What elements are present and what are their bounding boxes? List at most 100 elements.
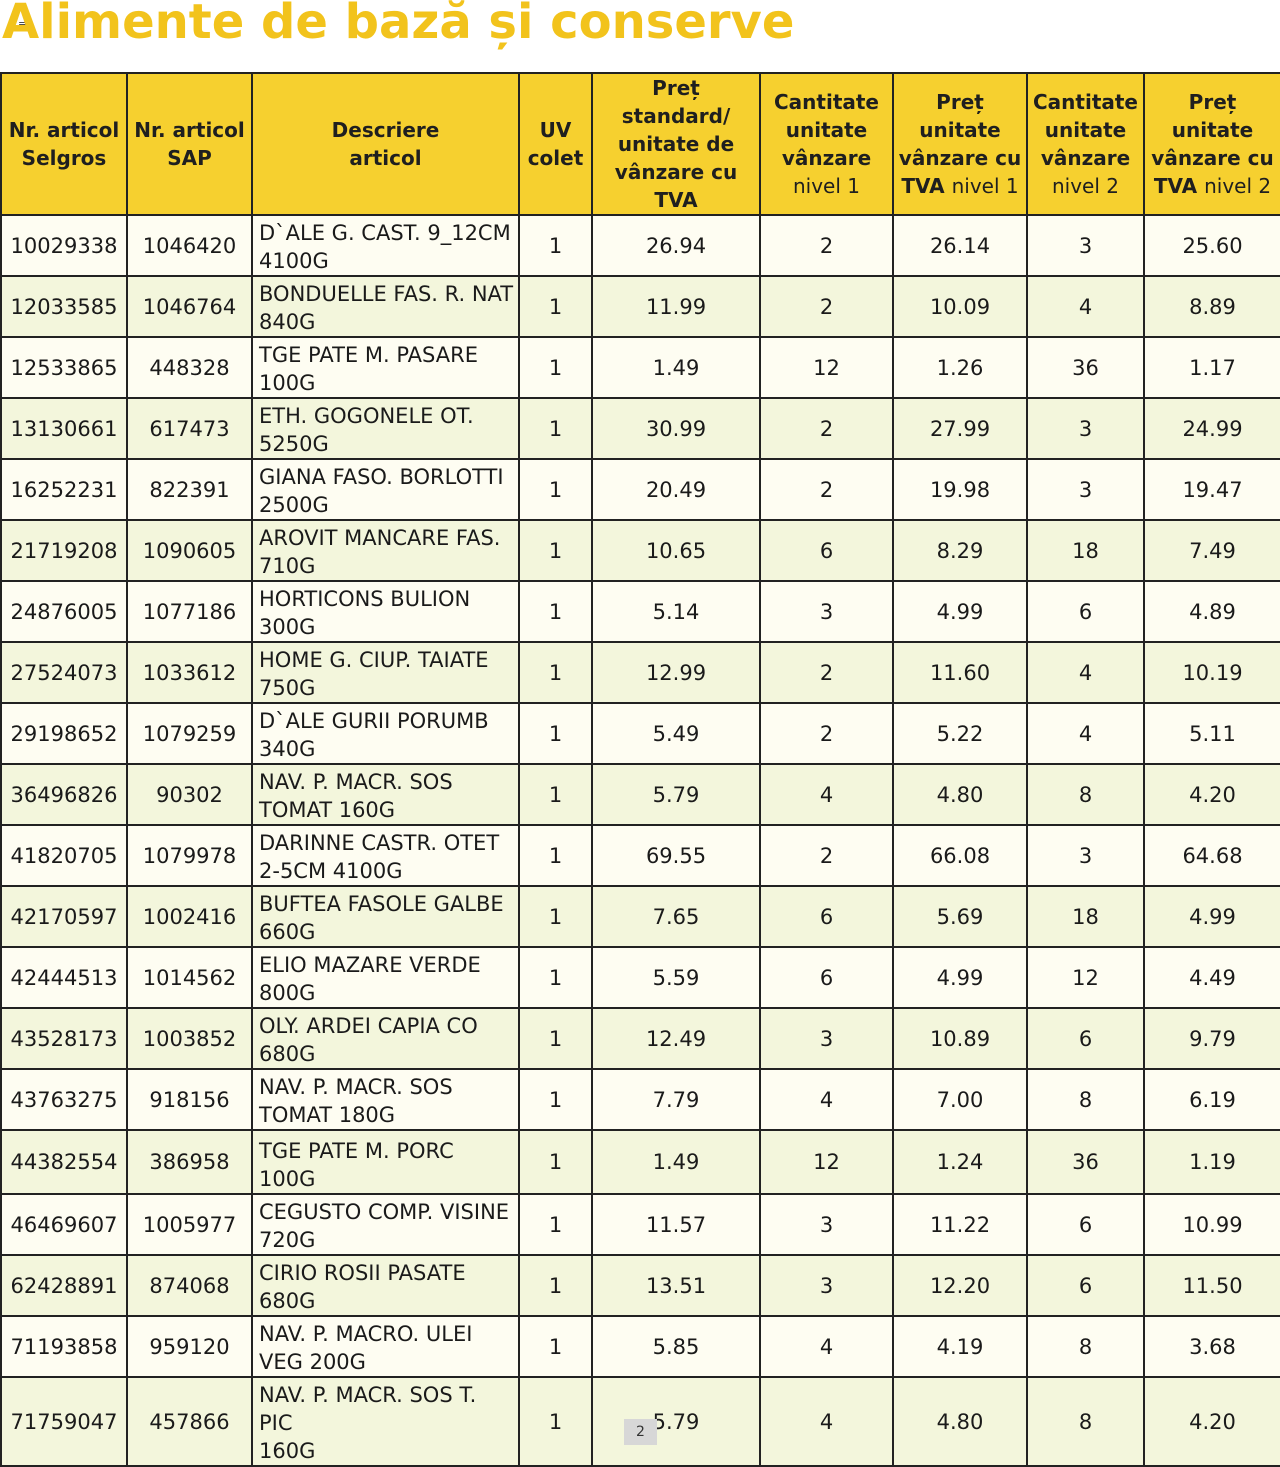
cell-nr-sap: 1003852 bbox=[126, 1007, 253, 1070]
cell-nr-sap: 1046764 bbox=[126, 275, 253, 338]
cell-desc: DARINNE CASTR. OTET 2-5CM 4100G bbox=[251, 824, 520, 887]
desc-line-1: BONDUELLE FAS. R. NAT bbox=[259, 282, 514, 306]
desc-line-1: D`ALE G. CAST. 9_12CM bbox=[259, 221, 511, 245]
desc-line-1: NAV. P. MACRO. ULEI bbox=[259, 1322, 473, 1346]
cell-desc: ETH. GOGONELE OT. 5250G bbox=[251, 397, 520, 460]
cell-pret-1: 11.22 bbox=[892, 1193, 1028, 1256]
cell-nr-selgros: 13130661 bbox=[0, 397, 128, 460]
cell-cantitate-2: 6 bbox=[1026, 1254, 1145, 1317]
cell-desc: TGE PATE M. PORC 100G bbox=[251, 1129, 520, 1195]
cell-pret-1: 1.24 bbox=[892, 1129, 1028, 1195]
cell-pret-1: 5.69 bbox=[892, 885, 1028, 948]
desc-line-1: TGE PATE M. PASARE bbox=[259, 343, 478, 367]
cell-cantitate-2: 3 bbox=[1026, 397, 1145, 460]
cell-nr-selgros: 62428891 bbox=[0, 1254, 128, 1317]
cell-uv: 1 bbox=[518, 1129, 593, 1195]
cell-nr-selgros: 12033585 bbox=[0, 275, 128, 338]
cell-pret-1: 27.99 bbox=[892, 397, 1028, 460]
cell-desc: OLY. ARDEI CAPIA CO 680G bbox=[251, 1007, 520, 1070]
table-row: 41820705 1079978 DARINNE CASTR. OTET 2-5CM … bbox=[0, 824, 1280, 887]
cell-cantitate-2: 3 bbox=[1026, 458, 1145, 521]
desc-line-1: HOME G. CIUP. TAIATE bbox=[259, 648, 489, 672]
cell-pret-1: 10.09 bbox=[892, 275, 1028, 338]
cell-pret-2: 8.89 bbox=[1143, 275, 1280, 338]
cell-pret-1: 4.80 bbox=[892, 1376, 1028, 1467]
cell-nr-sap: 1077186 bbox=[126, 580, 253, 643]
desc-line-1: NAV. P. MACR. SOS bbox=[259, 770, 453, 794]
cell-pret-2: 1.17 bbox=[1143, 336, 1280, 399]
cell-cantitate-2: 18 bbox=[1026, 519, 1145, 582]
cell-nr-selgros: 10029338 bbox=[0, 214, 128, 277]
cell-cantitate-2: 4 bbox=[1026, 702, 1145, 765]
cell-uv: 1 bbox=[518, 214, 593, 277]
cell-cantitate-2: 8 bbox=[1026, 763, 1145, 826]
cell-pret-standard: 20.49 bbox=[591, 458, 761, 521]
cell-pret-1: 66.08 bbox=[892, 824, 1028, 887]
desc-line-1: AROVIT MANCARE FAS. bbox=[259, 526, 501, 550]
cell-pret-1: 7.00 bbox=[892, 1068, 1028, 1131]
cell-desc: TGE PATE M. PASARE 100G bbox=[251, 336, 520, 399]
cell-pret-standard: 10.65 bbox=[591, 519, 761, 582]
cell-nr-selgros: 71193858 bbox=[0, 1315, 128, 1378]
cell-nr-sap: 822391 bbox=[126, 458, 253, 521]
header-pret-nivel-2: Preț unitate vânzare cu TVA nivel 2 bbox=[1143, 72, 1280, 216]
cell-desc: CEGUSTO COMP. VISINE 720G bbox=[251, 1193, 520, 1256]
desc-line-1: ELIO MAZARE VERDE bbox=[259, 953, 481, 977]
page-number: 2 bbox=[624, 1419, 657, 1445]
desc-line-1: TGE PATE M. PORC 100G bbox=[259, 1139, 454, 1191]
cell-nr-sap: 386958 bbox=[126, 1129, 253, 1195]
cell-nr-sap: 1079259 bbox=[126, 702, 253, 765]
cell-nr-selgros: 71759047 bbox=[0, 1376, 128, 1467]
cell-nr-sap: 457866 bbox=[126, 1376, 253, 1467]
cell-pret-standard: 12.49 bbox=[591, 1007, 761, 1070]
desc-line-1: OLY. ARDEI CAPIA CO bbox=[259, 1014, 478, 1038]
desc-line-1: BUFTEA FASOLE GALBE bbox=[259, 892, 504, 916]
table-row: 62428891 874068 CIRIO ROSII PASATE 680G 1 13.… bbox=[0, 1254, 1280, 1317]
header-descriere-articol: Descriere articol bbox=[251, 72, 520, 216]
cell-nr-sap: 918156 bbox=[126, 1068, 253, 1131]
cell-pret-2: 9.79 bbox=[1143, 1007, 1280, 1070]
cell-pret-standard: 7.79 bbox=[591, 1068, 761, 1131]
cell-pret-1: 1.26 bbox=[892, 336, 1028, 399]
desc-line-2: TOMAT 180G bbox=[259, 1103, 396, 1127]
cell-pret-2: 4.99 bbox=[1143, 885, 1280, 948]
table-row: 12533865 448328 TGE PATE M. PASARE 100G 1 1.4… bbox=[0, 336, 1280, 399]
cell-pret-2: 4.20 bbox=[1143, 763, 1280, 826]
cell-pret-standard: 1.49 bbox=[591, 1129, 761, 1195]
cell-nr-selgros: 16252231 bbox=[0, 458, 128, 521]
desc-line-2: 5250G bbox=[259, 432, 329, 456]
cell-pret-1: 4.19 bbox=[892, 1315, 1028, 1378]
cell-pret-1: 19.98 bbox=[892, 458, 1028, 521]
cell-nr-selgros: 12533865 bbox=[0, 336, 128, 399]
desc-line-1: NAV. P. MACR. SOS bbox=[259, 1075, 453, 1099]
cell-pret-1: 10.89 bbox=[892, 1007, 1028, 1070]
cell-desc: HORTICONS BULION 300G bbox=[251, 580, 520, 643]
cell-desc: NAV. P. MACR. SOS T. PIC 160G bbox=[251, 1376, 520, 1467]
cell-pret-2: 4.20 bbox=[1143, 1376, 1280, 1467]
cell-pret-1: 4.99 bbox=[892, 946, 1028, 1009]
cell-pret-2: 64.68 bbox=[1143, 824, 1280, 887]
cell-nr-sap: 959120 bbox=[126, 1315, 253, 1378]
cell-pret-2: 4.49 bbox=[1143, 946, 1280, 1009]
cell-cantitate-1: 12 bbox=[759, 1129, 894, 1195]
table-row: 21719208 1090605 AROVIT MANCARE FAS. 710G 1 1… bbox=[0, 519, 1280, 582]
desc-line-1: NAV. P. MACR. SOS T. PIC bbox=[259, 1383, 477, 1435]
cell-uv: 1 bbox=[518, 458, 593, 521]
cell-cantitate-1: 3 bbox=[759, 1007, 894, 1070]
cell-pret-1: 8.29 bbox=[892, 519, 1028, 582]
cell-nr-selgros: 42444513 bbox=[0, 946, 128, 1009]
cell-pret-2: 25.60 bbox=[1143, 214, 1280, 277]
desc-line-1: ETH. GOGONELE OT. bbox=[259, 404, 474, 428]
cell-pret-2: 19.47 bbox=[1143, 458, 1280, 521]
desc-line-2: 2-5CM 4100G bbox=[259, 859, 403, 883]
cell-pret-standard: 11.57 bbox=[591, 1193, 761, 1256]
desc-line-2: 710G bbox=[259, 554, 316, 578]
cell-nr-sap: 1046420 bbox=[126, 214, 253, 277]
cell-cantitate-1: 2 bbox=[759, 702, 894, 765]
cell-uv: 1 bbox=[518, 397, 593, 460]
cell-cantitate-1: 2 bbox=[759, 397, 894, 460]
desc-line-2: 300G bbox=[259, 615, 316, 639]
cell-desc: CIRIO ROSII PASATE 680G bbox=[251, 1254, 520, 1317]
cell-desc: NAV. P. MACR. SOS TOMAT 180G bbox=[251, 1068, 520, 1131]
table-row: 16252231 822391 GIANA FASO. BORLOTTI 2500G 1… bbox=[0, 458, 1280, 521]
